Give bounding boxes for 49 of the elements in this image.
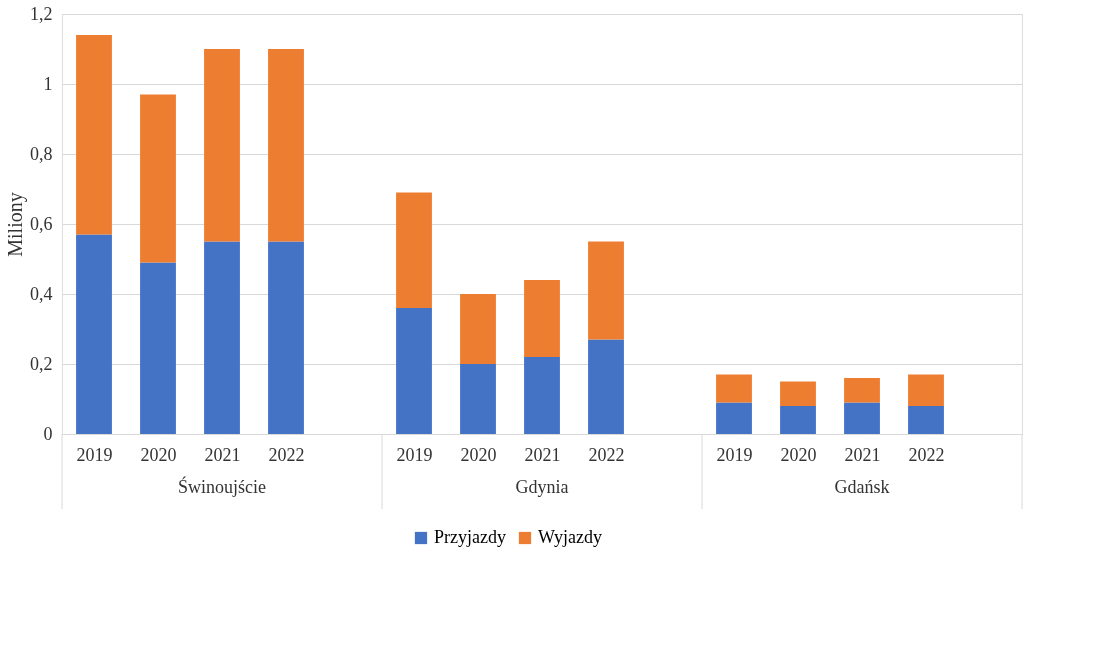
bar — [908, 374, 944, 406]
y-tick-label: 0,2 — [30, 353, 53, 374]
legend-label: Wyjazdy — [538, 527, 602, 547]
text: Świnoujście — [178, 476, 267, 497]
x-tick-label: 2019 — [76, 444, 113, 465]
y-axis-title: Miliony — [4, 192, 27, 257]
x-tick-label: 2021 — [204, 444, 241, 465]
bar — [844, 402, 880, 434]
y-tick-label: 0 — [43, 423, 53, 444]
y-tick-label: 0,4 — [30, 283, 53, 304]
bar — [716, 402, 752, 434]
y-tick-label: 0,8 — [30, 143, 53, 164]
y-tick-label: 1 — [43, 73, 53, 94]
bar — [460, 294, 496, 364]
x-tick-label: 2021 — [524, 444, 561, 465]
x-tick-label: 2019 — [716, 444, 753, 465]
bar — [204, 49, 240, 242]
bar — [524, 357, 560, 434]
x-tick-label: 2020 — [460, 444, 497, 465]
bar — [588, 241, 624, 340]
bar — [268, 49, 304, 242]
bar — [460, 364, 496, 434]
y-tick-label: 1,2 — [30, 3, 53, 24]
y-tick-label: 0,6 — [30, 213, 53, 234]
bar — [524, 280, 560, 357]
x-tick-label: 2022 — [908, 444, 945, 465]
bar — [140, 94, 176, 263]
bar — [844, 378, 880, 403]
x-tick-label: 2022 — [588, 444, 625, 465]
text: Gdańsk — [834, 477, 890, 497]
bar — [716, 374, 752, 403]
x-tick-label: 2020 — [780, 444, 817, 465]
bar — [396, 308, 432, 434]
bar — [780, 381, 816, 406]
bar — [780, 406, 816, 434]
bar — [588, 339, 624, 434]
legend-label: Przyjazdy — [434, 527, 506, 547]
bar — [268, 241, 304, 434]
x-tick-label: 2022 — [268, 444, 305, 465]
x-tick-label: 2020 — [140, 444, 177, 465]
bar — [396, 192, 432, 308]
bar — [204, 241, 240, 434]
bar — [908, 406, 944, 434]
bar — [76, 35, 112, 235]
x-tick-label: 2021 — [844, 444, 881, 465]
text: Gdynia — [515, 477, 569, 497]
bar — [140, 262, 176, 434]
x-tick-label: 2019 — [396, 444, 433, 465]
bar — [76, 234, 112, 434]
